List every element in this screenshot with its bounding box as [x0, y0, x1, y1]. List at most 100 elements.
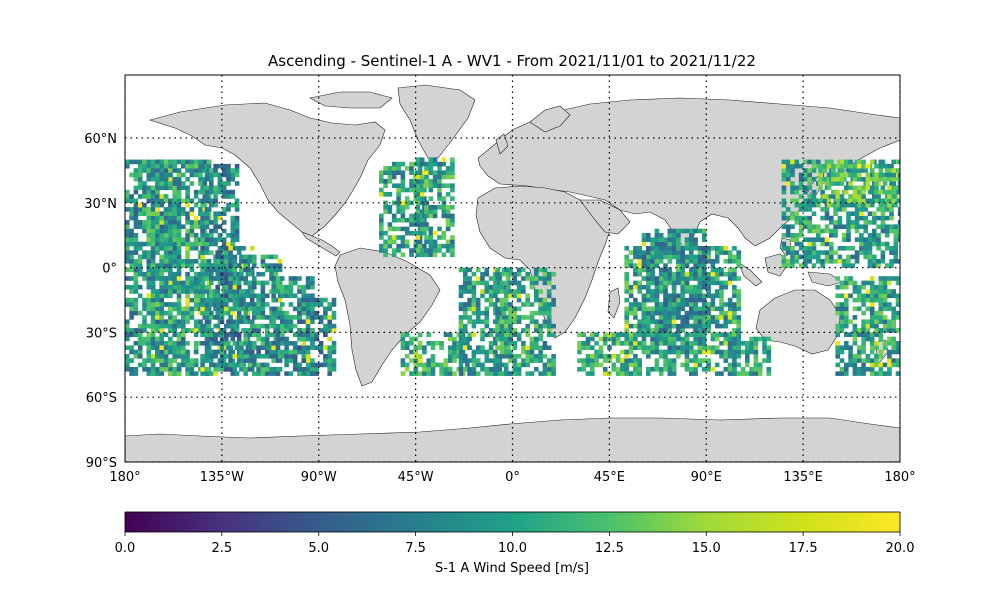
wind-cell: [727, 276, 733, 281]
wind-cell: [671, 250, 677, 255]
wind-cell: [546, 319, 552, 324]
wind-cell: [542, 354, 548, 359]
wind-cell: [719, 289, 724, 294]
wind-cell: [213, 168, 218, 173]
wind-cell: [878, 163, 884, 169]
wind-cell: [193, 289, 199, 294]
wind-cell: [807, 159, 812, 165]
wind-cell: [624, 328, 629, 333]
wind-cell: [856, 306, 862, 312]
wind-cell: [467, 358, 472, 363]
wind-cell: [865, 293, 871, 299]
wind-cell: [891, 323, 896, 329]
wind-cell: [889, 228, 894, 234]
wind-cell: [867, 263, 873, 268]
wind-cell: [256, 271, 261, 277]
wind-cell: [264, 328, 270, 333]
wind-cell: [400, 200, 406, 206]
wind-cell: [155, 336, 160, 342]
wind-cell: [897, 189, 900, 195]
wind-cell: [417, 332, 423, 337]
wind-cell: [495, 358, 500, 363]
wind-cell: [219, 280, 225, 286]
wind-cell: [714, 306, 720, 312]
wind-cell: [551, 371, 556, 376]
wind-cell: [213, 367, 218, 372]
wind-cell: [736, 263, 741, 268]
wind-cell: [133, 220, 139, 225]
wind-cell: [383, 200, 388, 206]
wind-cell: [193, 189, 199, 195]
wind-cell: [275, 367, 281, 372]
wind-cell: [807, 181, 812, 186]
wind-cell: [142, 163, 147, 169]
wind-cell: [781, 168, 787, 173]
wind-cell: [432, 252, 438, 258]
wind-cell: [641, 336, 647, 342]
wind-cell: [260, 297, 266, 303]
wind-cell: [200, 358, 205, 363]
wind-cell: [884, 215, 890, 221]
wind-cell: [146, 172, 152, 178]
wind-cell: [654, 233, 660, 238]
wind-cell: [419, 192, 425, 197]
wind-cell: [193, 297, 199, 303]
wind-cell: [671, 280, 677, 286]
wind-cell: [245, 289, 251, 294]
wind-cell: [409, 179, 414, 184]
wind-cell: [463, 345, 468, 350]
wind-cell: [811, 241, 817, 247]
wind-cell: [217, 163, 223, 169]
wind-cell: [209, 280, 214, 286]
wind-cell: [185, 328, 190, 333]
wind-cell: [495, 306, 500, 312]
wind-cell: [172, 194, 177, 199]
wind-cell: [663, 349, 668, 355]
wind-cell: [620, 358, 625, 363]
wind-cell: [753, 341, 759, 346]
wind-cell: [822, 163, 828, 169]
wind-cell: [785, 181, 791, 186]
wind-cell: [189, 159, 195, 165]
wind-cell: [891, 345, 896, 350]
wind-cell: [125, 159, 130, 165]
wind-cell: [215, 284, 220, 290]
wind-cell: [241, 246, 246, 251]
land-arabia: [579, 199, 631, 235]
wind-cell: [243, 254, 248, 260]
wind-cell: [684, 289, 690, 294]
wind-cell: [762, 345, 767, 350]
wind-cell: [650, 276, 655, 281]
wind-cell: [658, 241, 664, 247]
wind-cell: [404, 230, 410, 236]
wind-cell: [193, 237, 199, 242]
wind-cell: [846, 211, 851, 216]
wind-cell: [863, 241, 868, 247]
wind-cell: [181, 259, 186, 264]
wind-cell: [471, 371, 477, 376]
wind-cell: [209, 271, 214, 277]
wind-cell: [680, 254, 685, 260]
wind-cell: [168, 315, 173, 320]
wind-cell: [701, 228, 707, 234]
wind-cell: [137, 246, 143, 251]
wind-cell: [185, 163, 190, 169]
wind-cell: [471, 349, 477, 355]
wind-cell: [426, 367, 431, 372]
wind-cell: [133, 302, 139, 307]
wind-cell: [488, 284, 494, 290]
wind-cell: [314, 315, 319, 320]
wind-cell: [874, 315, 879, 320]
wind-cell: [833, 220, 838, 225]
wind-cell: [447, 345, 453, 350]
wind-cell: [667, 336, 673, 342]
wind-cell: [714, 254, 720, 260]
wind-cell: [837, 254, 843, 260]
wind-cell: [484, 315, 490, 320]
wind-cell: [297, 328, 302, 333]
wind-cell: [146, 336, 152, 342]
wind-cell: [882, 293, 888, 299]
wind-cell: [185, 289, 190, 294]
wind-cell: [516, 271, 522, 277]
wind-cell: [271, 323, 276, 329]
